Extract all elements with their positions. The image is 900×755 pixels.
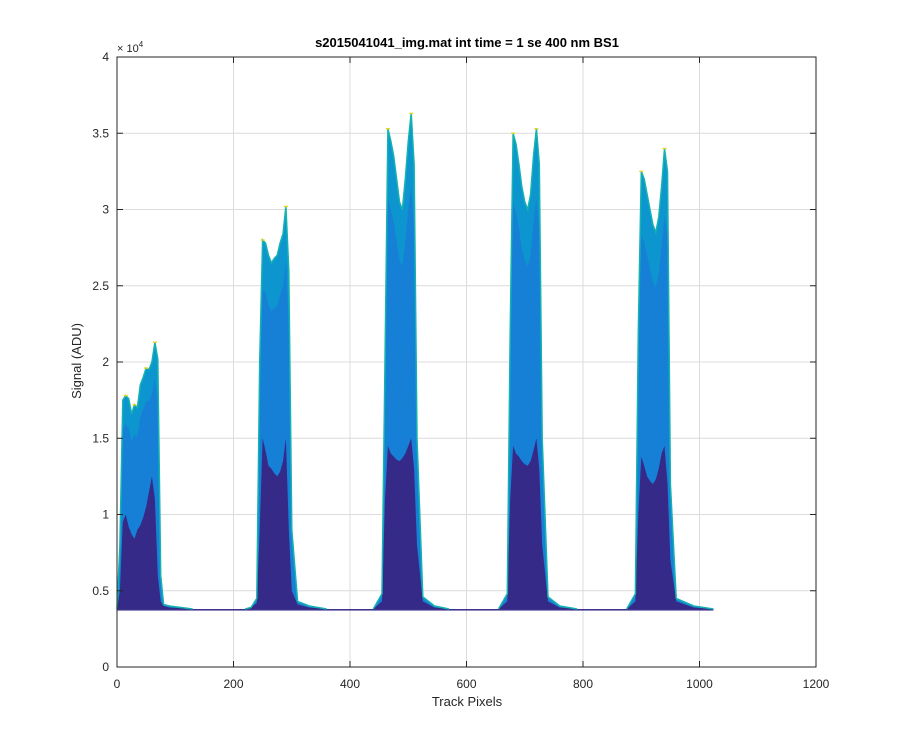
y-tick-label: 2.5 [92, 279, 109, 293]
y-tick-label: 0.5 [92, 584, 109, 598]
peak-edge [626, 148, 714, 610]
peak-lower-area [373, 438, 450, 610]
y-exponent-power: 4 [139, 40, 144, 49]
y-exponent-label: × 104 [117, 40, 144, 55]
peak-edge [497, 128, 578, 610]
y-tick-label: 4 [102, 50, 109, 64]
x-tick-label: 0 [114, 677, 121, 691]
x-tick-label: 600 [456, 677, 476, 691]
axes: 0 200 400 600 800 1000 1200 0 0.5 1 1.5 2 2.5 3 3.5 4 [92, 50, 829, 691]
x-tick-label: 1000 [686, 677, 713, 691]
y-tick-label: 2 [102, 355, 109, 369]
peak-edge [372, 113, 450, 610]
y-exponent-base: × 10 [117, 43, 139, 55]
peak-4 [497, 127, 578, 610]
svg-text:× 104: × 104 [117, 40, 144, 55]
baseline-band [117, 609, 714, 611]
peak-edge [244, 206, 327, 610]
y-tick-label: 1 [102, 508, 109, 522]
peak-2 [244, 205, 327, 610]
peak-lower-area [498, 438, 578, 610]
x-tick-label: 1200 [803, 677, 830, 691]
peak-lower-area [117, 476, 193, 610]
y-tick-label: 0 [102, 660, 109, 674]
labels: s2015041041_img.mat int time = 1 se 400 … [69, 35, 619, 709]
y-tick-label: 3 [102, 203, 109, 217]
peak-3 [372, 112, 450, 610]
x-axis-label: Track Pixels [432, 694, 503, 709]
grid [117, 57, 816, 667]
peak-5 [626, 147, 714, 610]
x-tick-label: 200 [223, 677, 243, 691]
chart-title: s2015041041_img.mat int time = 1 se 400 … [315, 35, 619, 50]
y-axis-label: Signal (ADU) [69, 323, 84, 399]
data-areas [116, 112, 714, 611]
peak-lower-area [245, 438, 327, 610]
x-tick-label: 400 [340, 677, 360, 691]
peak-1 [116, 341, 193, 610]
y-tick-label: 3.5 [92, 126, 109, 140]
x-tick-label: 800 [573, 677, 593, 691]
y-tick-label: 1.5 [92, 431, 109, 445]
peak-lower-area [626, 445, 714, 610]
